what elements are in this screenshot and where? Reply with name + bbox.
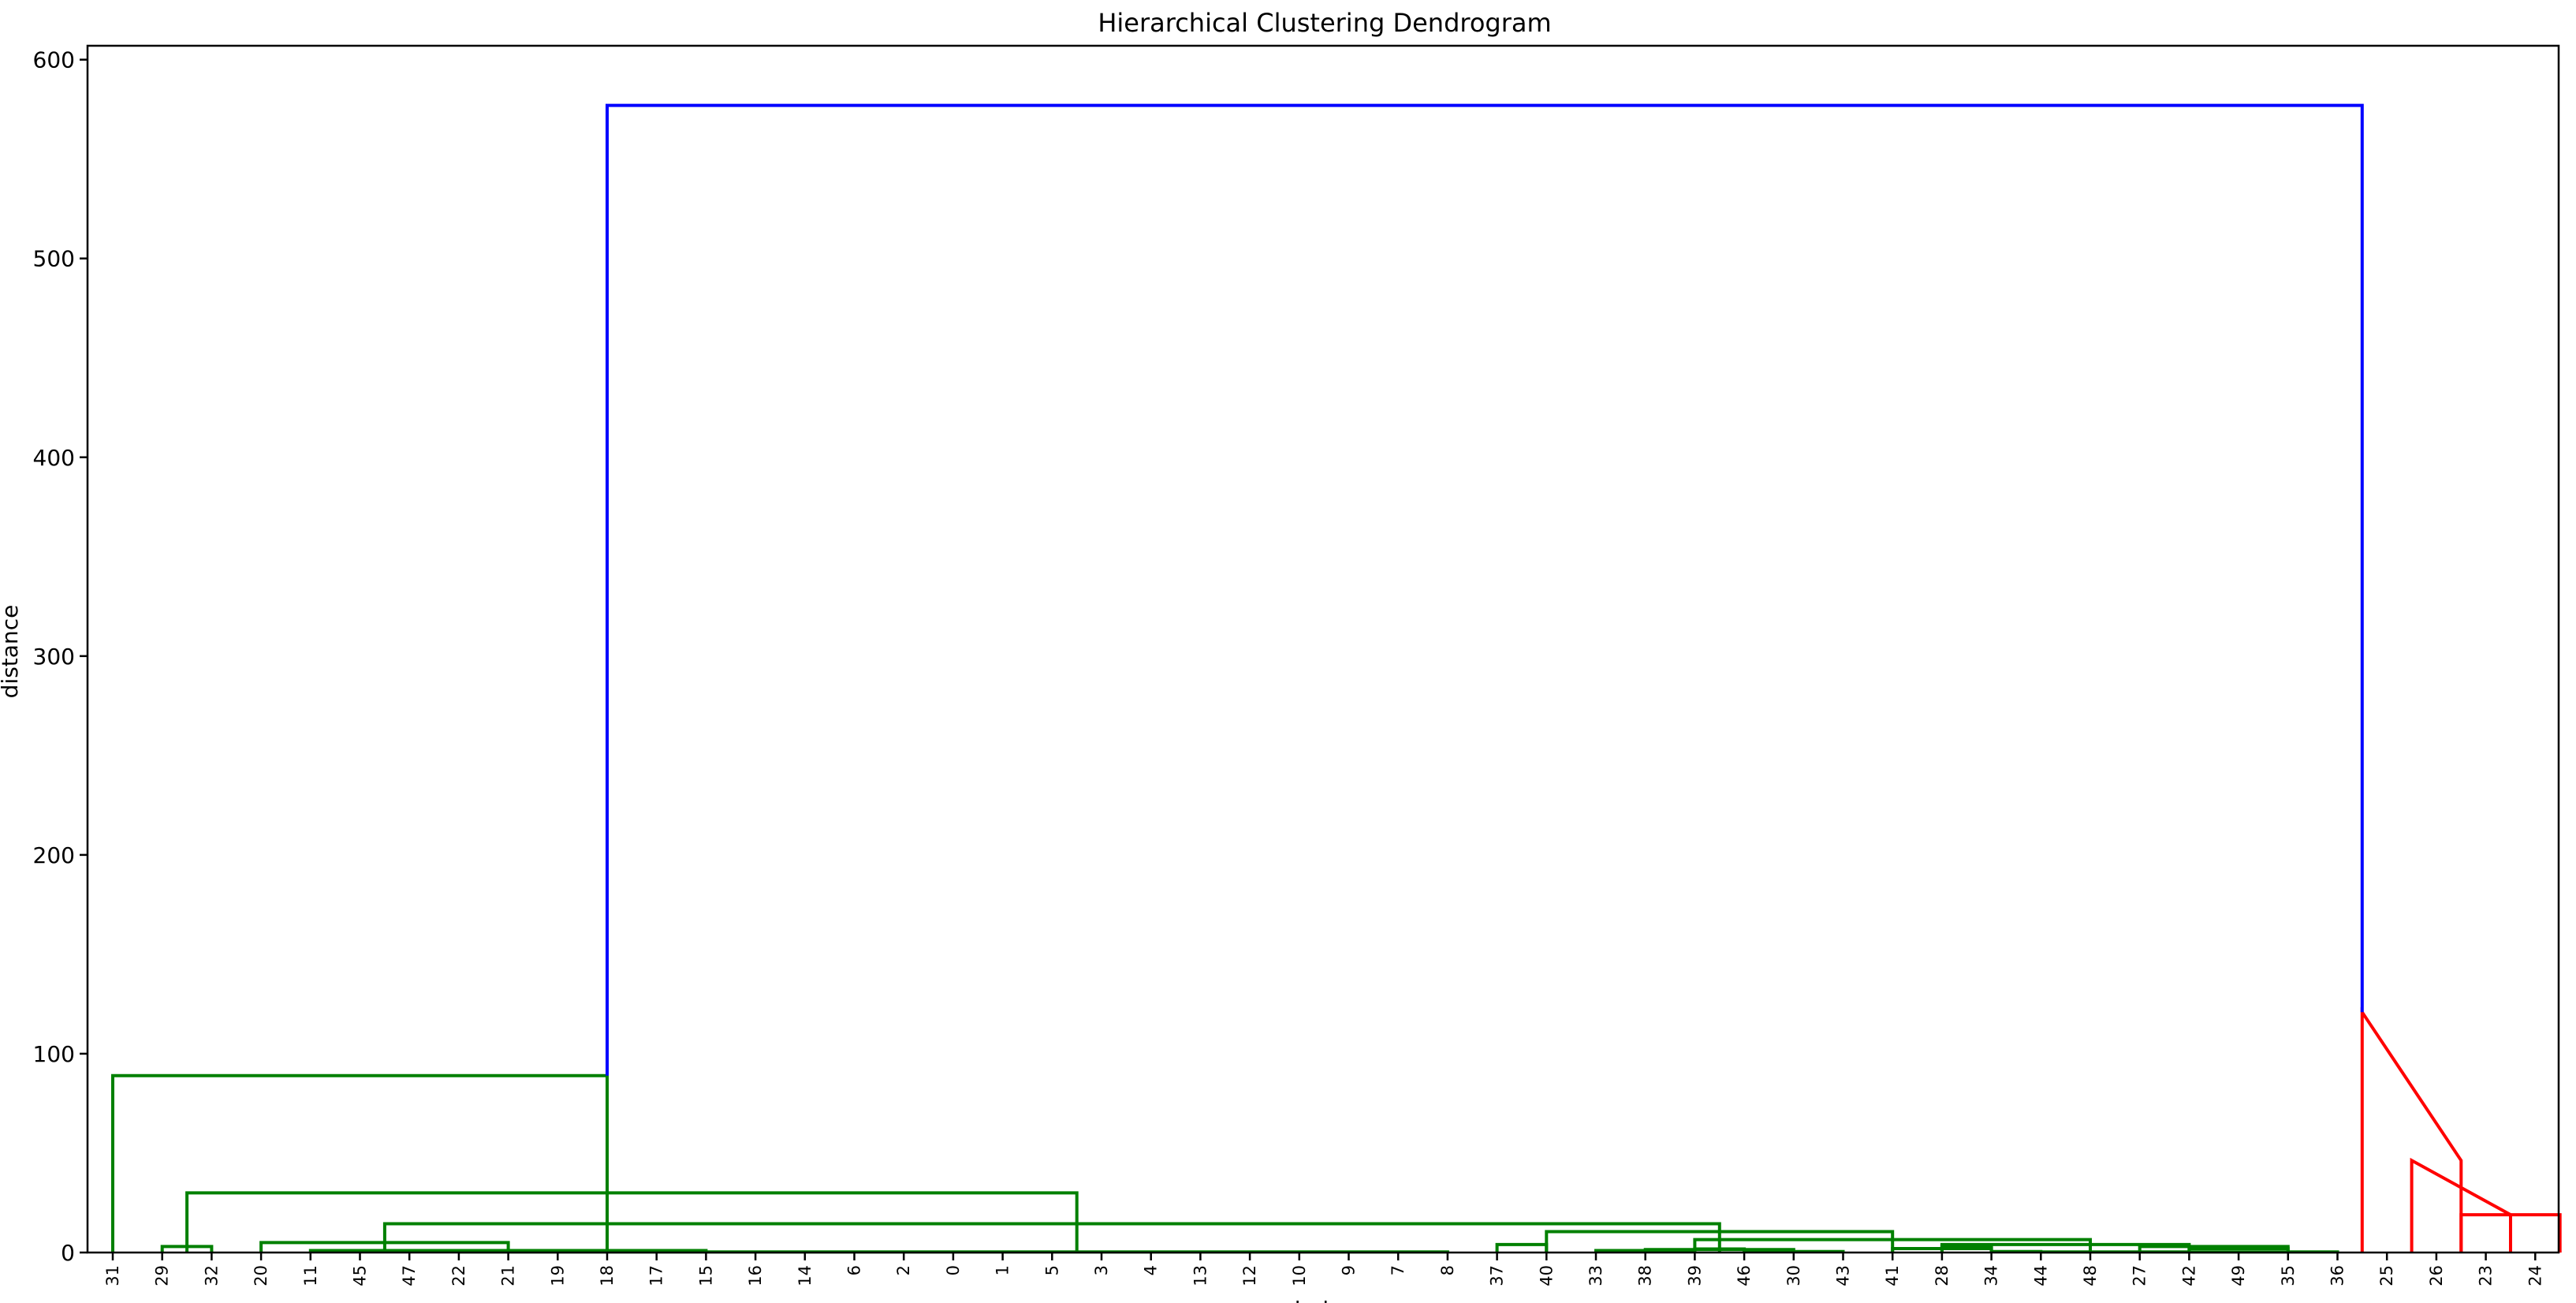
leaf-label: 33 xyxy=(1586,1265,1605,1286)
leaf-label: 36 xyxy=(2328,1265,2347,1286)
plot-frame xyxy=(86,44,2560,1254)
chart-title: Hierarchical Clustering Dendrogram xyxy=(1098,8,1551,38)
y-tick-label: 500 xyxy=(33,246,75,272)
leaf-label: 7 xyxy=(1389,1265,1407,1275)
y-tick-label: 200 xyxy=(33,842,75,868)
leaf-label: 30 xyxy=(1784,1265,1803,1286)
leaf-label: 9 xyxy=(1340,1265,1359,1275)
leaf-label: 26 xyxy=(2427,1265,2446,1286)
leaf-label: 14 xyxy=(796,1265,815,1286)
leaf-label: 19 xyxy=(548,1265,567,1286)
leaf-label: 47 xyxy=(400,1265,419,1286)
leaf-label: 16 xyxy=(746,1265,765,1286)
link-11 xyxy=(1545,1230,1895,1253)
link-3 xyxy=(111,1073,609,1253)
leaf-label: 23 xyxy=(2477,1265,2496,1286)
leaf-label: 48 xyxy=(2081,1265,2100,1286)
y-tick-label: 0 xyxy=(61,1240,75,1266)
leaf-label: 37 xyxy=(1488,1265,1507,1286)
leaf-label: 40 xyxy=(1537,1265,1556,1286)
link-12 xyxy=(1495,1242,1549,1253)
link-5 xyxy=(160,1245,214,1253)
leaf-label: 27 xyxy=(2131,1265,2149,1286)
link-0 xyxy=(2360,1006,2463,1253)
link-1 xyxy=(2410,1157,2512,1253)
leaf-label: 49 xyxy=(2229,1265,2248,1286)
leaf-label: 32 xyxy=(202,1265,221,1286)
leaf-label: 43 xyxy=(1834,1265,1853,1286)
leaf-label: 1 xyxy=(993,1265,1012,1275)
leaf-label: 25 xyxy=(2377,1265,2396,1286)
leaf-label: 44 xyxy=(2031,1265,2050,1286)
link-2 xyxy=(2459,1213,2562,1253)
y-tick-label: 400 xyxy=(33,445,75,471)
leaf-label: 31 xyxy=(103,1265,122,1286)
link-7 xyxy=(259,1241,510,1253)
leaf-label: 46 xyxy=(1735,1265,1754,1286)
leaf-label: 3 xyxy=(1092,1265,1111,1275)
leaf-label: 8 xyxy=(1438,1265,1457,1275)
leaf-label: 0 xyxy=(944,1265,963,1275)
leaf-label: 28 xyxy=(1933,1265,1952,1286)
leaf-label: 35 xyxy=(2279,1265,2298,1286)
leaf-label: 39 xyxy=(1685,1265,1704,1286)
x-axis: 31 29 32 20 11 45 47 22 21 19 18 17 15 16 14 6 2 0 1 5 3 4 13 1… xyxy=(103,1253,2544,1286)
link-18 xyxy=(1940,1245,1993,1253)
leaf-label: 2 xyxy=(894,1265,913,1275)
x-axis-label: index xyxy=(1295,1297,1355,1303)
leaf-label: 21 xyxy=(499,1265,518,1286)
leaf-label: 22 xyxy=(449,1265,468,1286)
y-axis-label: distance xyxy=(0,605,23,699)
y-tick-label: 100 xyxy=(33,1041,75,1067)
leaf-label: 15 xyxy=(696,1265,715,1286)
leaf-label: 5 xyxy=(1042,1265,1061,1275)
leaf-label: 4 xyxy=(1142,1265,1161,1275)
y-axis: 0 100 200 300 400 500 600 xyxy=(33,47,88,1266)
leaf-label: 11 xyxy=(301,1265,320,1286)
leaf-label: 13 xyxy=(1191,1265,1210,1286)
leaf-label: 24 xyxy=(2526,1265,2544,1286)
y-tick-label: 600 xyxy=(33,47,75,73)
leaf-label: 29 xyxy=(153,1265,172,1286)
link-25 xyxy=(606,103,2364,1076)
leaf-label: 12 xyxy=(1240,1265,1259,1286)
leaf-label: 17 xyxy=(647,1265,666,1286)
leaf-label: 20 xyxy=(252,1265,270,1286)
leaf-label: 6 xyxy=(845,1265,864,1275)
y-tick-label: 300 xyxy=(33,644,75,670)
dendrogram-links xyxy=(111,103,2562,1254)
leaf-label: 10 xyxy=(1290,1265,1309,1286)
leaf-label: 41 xyxy=(1883,1265,1902,1286)
leaf-label: 34 xyxy=(1982,1265,2001,1286)
link-6 xyxy=(382,1222,1721,1253)
leaf-label: 18 xyxy=(598,1265,617,1286)
leaf-label: 38 xyxy=(1636,1265,1655,1286)
leaf-label: 42 xyxy=(2179,1265,2198,1286)
leaf-label: 45 xyxy=(351,1265,370,1286)
